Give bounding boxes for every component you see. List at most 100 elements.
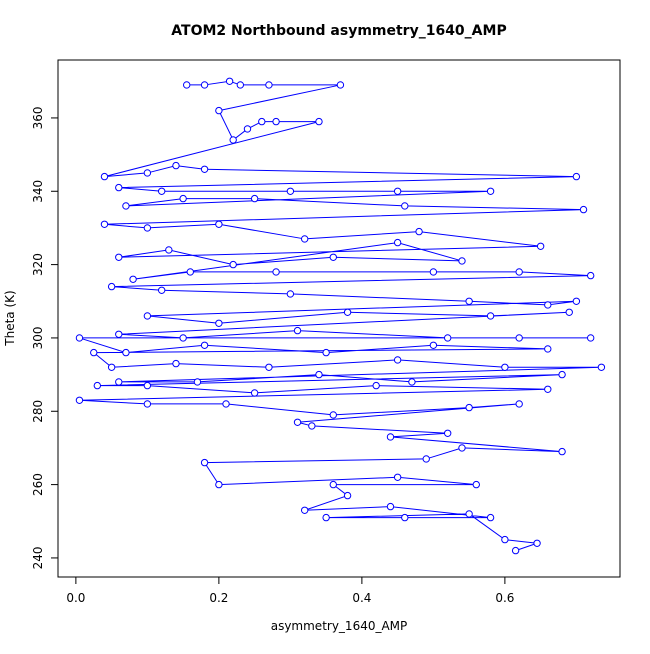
data-point (322, 513, 330, 522)
data-point (215, 220, 223, 228)
data-point (458, 257, 466, 265)
data-point (515, 268, 523, 276)
data-point (250, 389, 259, 397)
x-axis-label: asymmetry_1640_AMP (271, 619, 408, 633)
chart-title: ATOM2 Northbound asymmetry_1640_AMP (171, 23, 506, 39)
data-point (472, 480, 480, 489)
data-point (115, 253, 123, 261)
data-point (250, 194, 259, 203)
y-tick-label: 280 (31, 400, 45, 423)
data-point (258, 117, 266, 126)
data-point (501, 535, 509, 544)
y-tick-label: 260 (31, 473, 45, 496)
data-point (236, 81, 245, 89)
data-point (286, 187, 295, 195)
data-point (143, 400, 152, 408)
data-point (229, 260, 237, 269)
data-point (401, 202, 409, 210)
y-tick-label: 320 (31, 253, 45, 276)
data-point (336, 81, 345, 89)
data-point (157, 187, 166, 195)
data-point (157, 286, 166, 294)
data-point (597, 363, 606, 371)
data-point (200, 81, 209, 89)
data-point (143, 381, 152, 390)
data-point (300, 506, 309, 514)
data-point (229, 136, 237, 144)
data-point (293, 418, 302, 426)
data-point (100, 220, 109, 228)
data-point (458, 444, 466, 452)
data-point (100, 172, 109, 181)
data-point (386, 433, 395, 441)
data-point (75, 396, 84, 404)
data-point (179, 194, 187, 203)
data-point (143, 224, 152, 232)
data-point (401, 513, 409, 522)
data-point (501, 363, 509, 371)
data-point (272, 268, 280, 276)
data-point (265, 81, 273, 89)
data-point (393, 473, 402, 481)
data-point (293, 326, 302, 335)
data-point (329, 480, 337, 489)
y-tick-label: 340 (31, 180, 45, 203)
data-point (200, 458, 209, 467)
data-point (93, 381, 102, 390)
data-point (544, 385, 552, 393)
data-point (393, 238, 402, 247)
data-point (572, 297, 581, 305)
data-point (511, 546, 520, 555)
data-point (544, 345, 552, 353)
data-point (107, 363, 116, 371)
data-point (558, 447, 566, 456)
data-point (107, 282, 116, 291)
data-point (286, 290, 295, 298)
y-tick-label: 240 (31, 546, 45, 569)
data-point (343, 308, 352, 316)
data-point (122, 348, 130, 357)
data-point (422, 455, 430, 463)
data-point (486, 312, 495, 320)
y-axis-label: Theta (K) (3, 290, 17, 346)
data-point (372, 381, 380, 390)
data-point (183, 81, 191, 89)
data-point (215, 106, 223, 115)
x-tick-label: 0.0 (66, 591, 85, 605)
data-point (393, 356, 402, 364)
data-point (315, 117, 323, 126)
data-point (75, 334, 84, 342)
data-point (272, 117, 280, 126)
data-point (465, 297, 473, 305)
data-point (486, 187, 495, 195)
data-point (143, 169, 152, 177)
data-point (579, 205, 588, 214)
data-point (300, 235, 309, 243)
x-tick-label: 0.2 (209, 591, 228, 605)
data-point (443, 334, 452, 342)
data-point (193, 378, 202, 386)
data-point (215, 319, 223, 327)
data-point (179, 334, 187, 342)
data-point (115, 378, 123, 386)
data-point (115, 330, 123, 338)
data-point (586, 271, 595, 280)
data-point (115, 183, 123, 192)
data-point (322, 348, 330, 357)
data-point (515, 400, 523, 408)
data-point (443, 429, 452, 437)
data-point (200, 341, 209, 349)
data-point (172, 359, 180, 368)
x-tick-label: 0.6 (495, 591, 514, 605)
data-point (172, 161, 180, 170)
data-point (186, 268, 194, 276)
data-point (533, 539, 541, 547)
data-point (215, 480, 223, 489)
data-point (308, 422, 316, 430)
data-point (90, 348, 98, 357)
data-point (415, 227, 423, 236)
data-point (386, 502, 395, 511)
data-point (486, 513, 495, 522)
